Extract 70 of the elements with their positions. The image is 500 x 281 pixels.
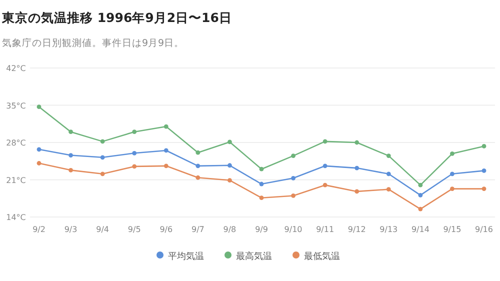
legend-label: 最低気温: [304, 251, 340, 262]
point: [164, 164, 168, 168]
point: [196, 175, 200, 180]
x-tick-label: 9/10: [284, 225, 302, 234]
point: [228, 140, 232, 144]
point: [36, 104, 42, 110]
point: [164, 124, 168, 129]
point: [450, 151, 454, 156]
point: [322, 182, 328, 188]
x-tick-label: 9/8: [223, 225, 236, 234]
x-tick-label: 9/9: [255, 225, 268, 234]
point: [132, 150, 137, 156]
point: [259, 182, 264, 186]
point: [291, 194, 296, 198]
x-tick-label: 9/5: [128, 225, 141, 234]
point: [68, 153, 73, 158]
point: [386, 154, 391, 158]
x-tick-label: 9/13: [380, 225, 398, 234]
y-tick-label: 35°C: [6, 101, 26, 110]
point: [68, 168, 73, 172]
point: [386, 172, 391, 176]
point: [322, 164, 328, 168]
x-tick-label: 9/16: [475, 225, 493, 234]
point: [354, 140, 360, 145]
chart-title: 東京の気温推移 1996年9月2日〜16日: [1, 10, 232, 25]
point: [354, 189, 360, 194]
chart-subtitle: 気象庁の日別観測値。事件日は9月9日。: [2, 37, 184, 49]
x-tick-label: 9/2: [32, 225, 46, 234]
point: [132, 164, 137, 169]
point: [291, 176, 296, 180]
point: [418, 192, 423, 198]
point: [482, 168, 486, 173]
point: [36, 147, 42, 152]
point: [228, 178, 232, 182]
point: [100, 139, 105, 144]
point: [196, 150, 200, 155]
point: [386, 187, 391, 192]
point: [164, 148, 168, 153]
legend-label: 最高気温: [236, 251, 272, 262]
point: [418, 182, 423, 188]
y-tick-label: 21°C: [6, 176, 26, 185]
point: [259, 166, 264, 172]
point: [354, 166, 360, 170]
point: [100, 155, 105, 160]
point: [259, 196, 264, 200]
point: [291, 154, 296, 158]
y-tick-label: 28°C: [6, 138, 26, 148]
y-tick-label: 42°C: [6, 64, 26, 73]
point: [68, 130, 73, 134]
legend-label: 平均気温: [168, 251, 204, 262]
point: [482, 144, 486, 148]
x-tick-label: 9/15: [443, 225, 462, 234]
point: [450, 172, 454, 176]
x-tick-label: 9/7: [191, 225, 204, 234]
point: [450, 186, 454, 191]
point: [228, 163, 232, 168]
x-tick-label: 9/12: [348, 225, 366, 234]
x-tick-label: 9/4: [96, 225, 110, 234]
point: [196, 164, 200, 168]
x-tick-label: 9/3: [64, 225, 78, 234]
y-tick-label: 14°C: [6, 213, 26, 222]
point: [418, 206, 423, 212]
x-tick-label: 9/14: [411, 225, 430, 234]
point: [482, 186, 486, 191]
point: [132, 130, 137, 134]
point: [100, 172, 105, 176]
point: [322, 139, 328, 144]
x-tick-label: 9/6: [160, 225, 173, 234]
x-tick-label: 9/11: [316, 225, 334, 234]
point: [36, 161, 42, 166]
